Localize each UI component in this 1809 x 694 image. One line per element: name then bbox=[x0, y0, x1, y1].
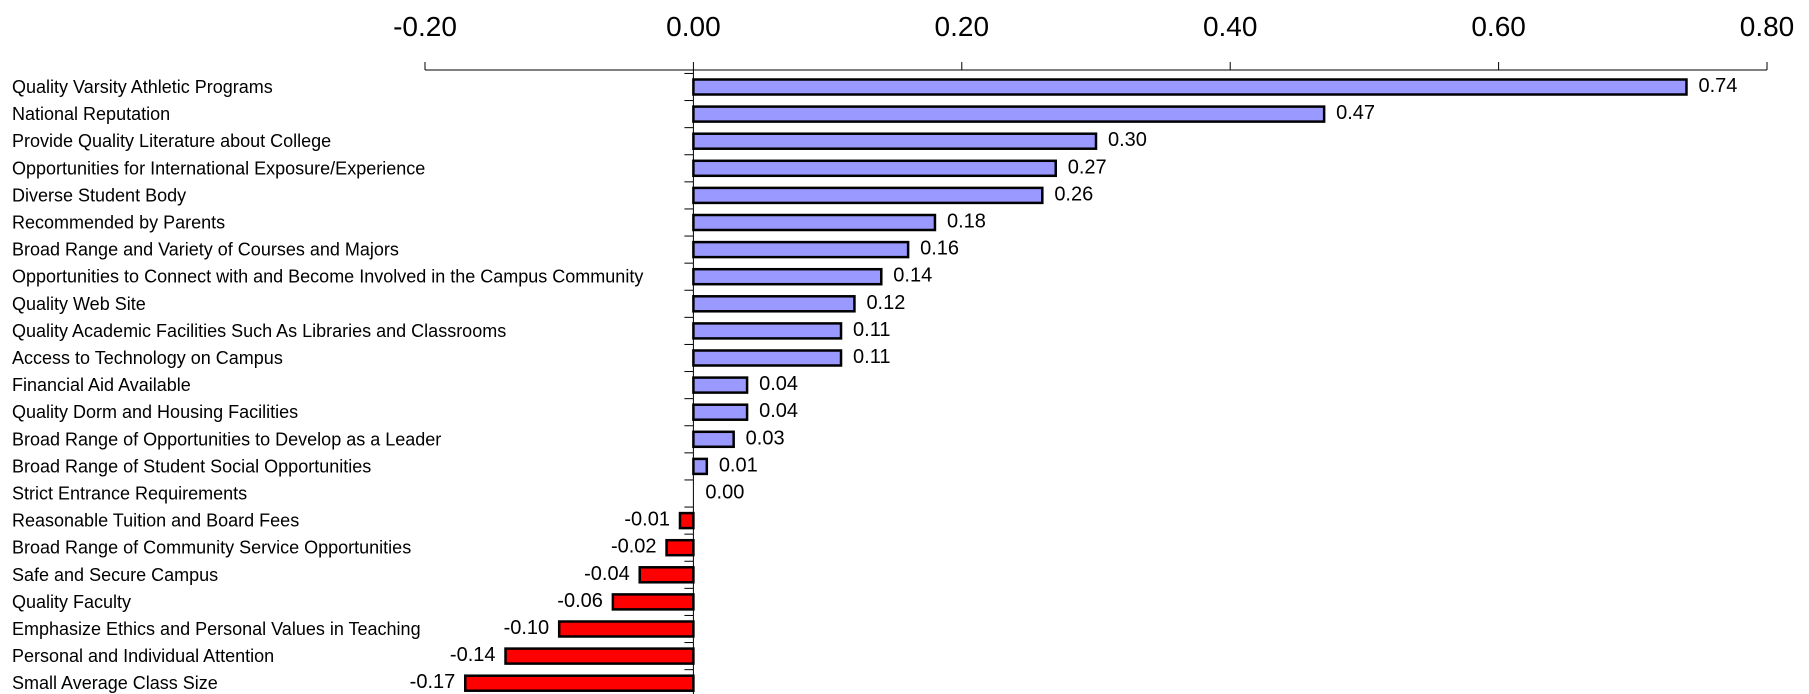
category-label: Quality Dorm and Housing Facilities bbox=[12, 402, 298, 422]
value-label: -0.02 bbox=[611, 536, 657, 558]
value-label: 0.14 bbox=[893, 265, 932, 287]
category-label: Broad Range of Opportunities to Develop … bbox=[12, 429, 441, 449]
value-label: 0.74 bbox=[1698, 75, 1737, 97]
value-label: -0.04 bbox=[584, 563, 630, 585]
value-label: 0.26 bbox=[1054, 183, 1093, 205]
value-label: -0.01 bbox=[624, 509, 670, 531]
value-labels: 0.74 0.47 0.300.27 0.26 0.18 0.16 0.14 0.12 0.11… bbox=[410, 75, 1738, 693]
value-label: 0.11 bbox=[853, 319, 890, 341]
value-label: 0.11 bbox=[853, 346, 890, 368]
bar bbox=[692, 186, 1044, 205]
category-label: National Reputation bbox=[12, 104, 170, 124]
value-label: 0.00 bbox=[705, 482, 744, 504]
category-label: Access to Technology on Campus bbox=[12, 348, 283, 368]
value-label: -0.14 bbox=[450, 644, 496, 666]
value-label: 0.27 bbox=[1068, 156, 1107, 178]
category-labels: Quality Varsity Athletic Programs Nationa… bbox=[12, 77, 643, 693]
category-label: Quality Web Site bbox=[12, 294, 146, 314]
bar bbox=[692, 403, 749, 421]
value-label: 0.03 bbox=[746, 427, 785, 449]
category-label: Quality Faculty bbox=[12, 592, 131, 612]
category-label: Opportunities to Connect with and Become… bbox=[12, 267, 643, 287]
bar bbox=[692, 376, 749, 394]
category-label: Provide Quality Literature about College bbox=[12, 131, 331, 151]
category-label: Strict Entrance Requirements bbox=[12, 484, 247, 504]
category-label: Recommended by Parents bbox=[12, 213, 225, 233]
x-axis: -0.20 0.00 0.20 0.40 0.60 0.80 bbox=[393, 11, 1795, 71]
x-tick-label: 0.60 bbox=[1471, 11, 1526, 42]
value-label: -0.17 bbox=[410, 671, 456, 693]
value-label: 0.47 bbox=[1336, 102, 1375, 124]
category-label: Small Average Class Size bbox=[12, 673, 218, 693]
bar bbox=[692, 430, 735, 449]
bar bbox=[464, 674, 695, 692]
bar bbox=[665, 538, 695, 557]
value-label: 0.30 bbox=[1108, 129, 1147, 151]
category-label: Reasonable Tuition and Board Fees bbox=[12, 511, 299, 531]
category-label: Personal and Individual Attention bbox=[12, 646, 274, 666]
value-label: -0.06 bbox=[557, 590, 603, 612]
x-tick-label: 0.40 bbox=[1203, 11, 1258, 42]
bar bbox=[692, 213, 937, 232]
bar bbox=[692, 105, 1326, 123]
value-label: -0.10 bbox=[504, 617, 550, 639]
x-tick-label: 0.80 bbox=[1740, 11, 1795, 42]
category-label: Broad Range and Variety of Courses and M… bbox=[12, 240, 399, 260]
bar bbox=[692, 159, 1057, 178]
category-label: Quality Varsity Athletic Programs bbox=[12, 77, 273, 97]
bar bbox=[692, 132, 1098, 150]
value-label: 0.01 bbox=[719, 454, 758, 476]
bar bbox=[692, 267, 883, 286]
bar bbox=[678, 511, 695, 530]
bar bbox=[692, 322, 843, 340]
bar bbox=[611, 593, 695, 611]
category-label: Diverse Student Body bbox=[12, 185, 186, 205]
bar bbox=[638, 566, 695, 584]
bar bbox=[692, 295, 856, 313]
bar bbox=[692, 349, 843, 367]
value-label: 0.04 bbox=[759, 373, 798, 395]
category-label: Emphasize Ethics and Personal Values in … bbox=[12, 619, 421, 639]
bar bbox=[504, 647, 695, 665]
value-label: 0.18 bbox=[947, 211, 986, 233]
bars bbox=[464, 78, 1688, 692]
bar bbox=[692, 240, 910, 259]
x-tick-label: 0.00 bbox=[666, 11, 721, 42]
bar bbox=[557, 620, 695, 638]
x-tick-label: -0.20 bbox=[393, 11, 457, 42]
value-label: 0.12 bbox=[866, 292, 905, 314]
category-label: Broad Range of Community Service Opportu… bbox=[12, 538, 411, 558]
category-label: Financial Aid Available bbox=[12, 375, 191, 395]
category-label: Safe and Secure Campus bbox=[12, 565, 218, 585]
category-label: Broad Range of Student Social Opportunit… bbox=[12, 456, 371, 476]
bar bbox=[692, 78, 1688, 96]
x-tick-label: 0.20 bbox=[935, 11, 990, 42]
bar bbox=[692, 457, 709, 476]
value-label: 0.16 bbox=[920, 238, 959, 260]
category-label: Quality Academic Facilities Such As Libr… bbox=[12, 321, 506, 341]
value-label: 0.04 bbox=[759, 400, 798, 422]
category-label: Opportunities for International Exposure… bbox=[12, 158, 425, 178]
